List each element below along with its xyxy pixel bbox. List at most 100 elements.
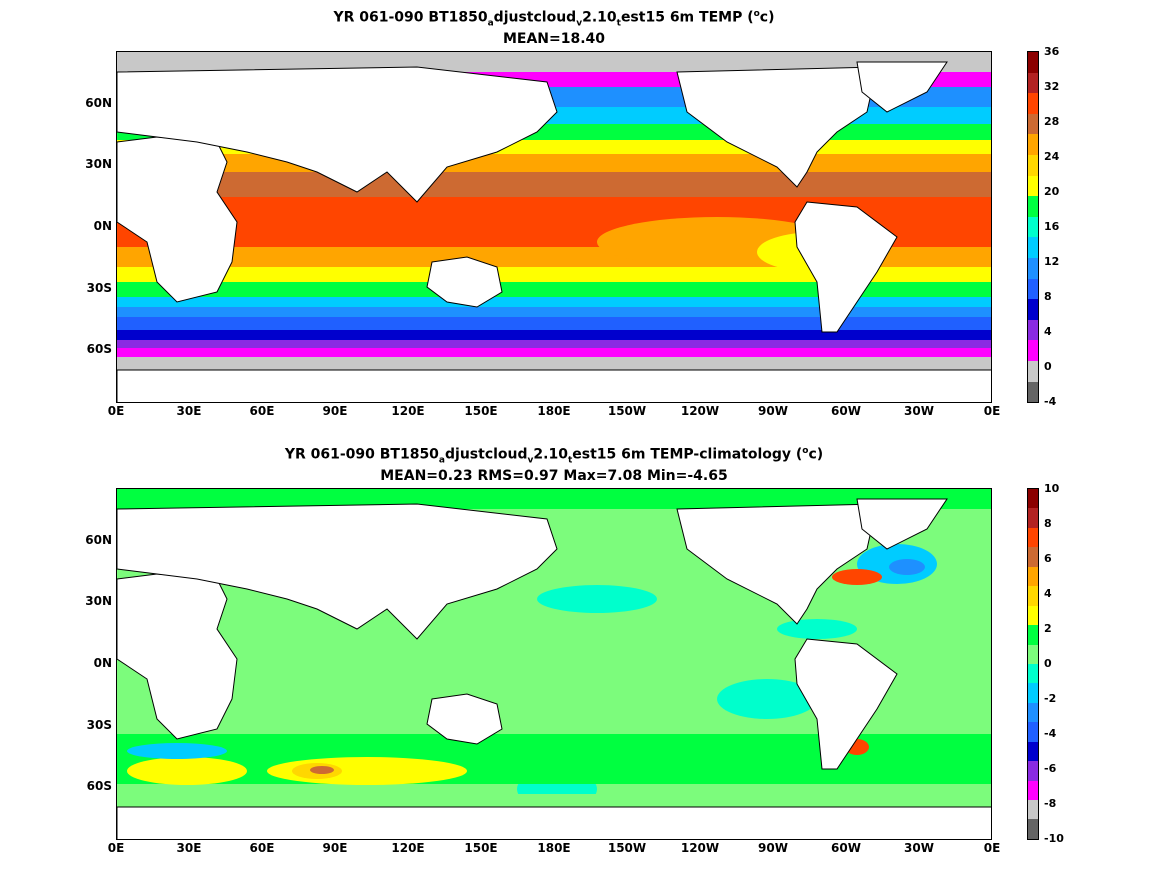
bottom-lon-label: 90E xyxy=(322,841,348,855)
top-colorbar-segment xyxy=(1028,216,1038,238)
bottom-colorbar-tick: -4 xyxy=(1044,727,1057,740)
top-lat-30s: 30S xyxy=(86,281,112,295)
top-lat-60s: 60S xyxy=(86,342,112,356)
bottom-colorbar-segment xyxy=(1028,566,1038,587)
bottom-subtitle: MEAN=0.23 RMS=0.97 Max=7.08 Min=-4.65 xyxy=(380,468,728,484)
top-colorbar-segment xyxy=(1028,319,1038,341)
top-colorbar-segment xyxy=(1028,72,1038,94)
bottom-colorbar-segment xyxy=(1028,800,1038,820)
top-colorbar-tick: 12 xyxy=(1044,255,1060,268)
bottom-colorbar-segment xyxy=(1028,489,1038,509)
bottom-colorbar-segment xyxy=(1028,722,1038,742)
top-colorbar-tick: 4 xyxy=(1044,325,1052,338)
top-lon-label: 120W xyxy=(680,404,720,418)
top-lon-label: 150E xyxy=(464,404,498,418)
top-colorbar-tick: 8 xyxy=(1044,290,1052,303)
bottom-colorbar-segment xyxy=(1028,547,1038,567)
bottom-colorbar-tick: -2 xyxy=(1044,692,1057,705)
top-colorbar xyxy=(1027,51,1039,403)
bottom-colorbar-segment xyxy=(1028,702,1038,723)
top-colorbar-segment xyxy=(1028,154,1038,176)
top-colorbar-tick: 32 xyxy=(1044,80,1060,93)
top-colorbar-segment xyxy=(1028,175,1038,197)
top-temperature-map xyxy=(116,51,992,403)
top-lat-30n: 30N xyxy=(85,157,112,171)
top-subtitle: MEAN=18.40 xyxy=(502,31,606,47)
bottom-lon-label: 150W xyxy=(607,841,647,855)
top-colorbar-segment xyxy=(1028,237,1038,258)
top-lon-label: 180E xyxy=(537,404,571,418)
bottom-lat-30s: 30S xyxy=(86,718,112,732)
bottom-lon-label: 0E xyxy=(107,841,125,855)
top-colorbar-segment xyxy=(1028,113,1038,135)
bottom-colorbar-segment xyxy=(1028,527,1038,548)
bottom-colorbar-tick: -6 xyxy=(1044,762,1057,775)
top-lon-label: 30E xyxy=(176,404,202,418)
top-lon-label: 0E xyxy=(983,404,1001,418)
top-colorbar-segment xyxy=(1028,196,1038,217)
bottom-colorbar-tick: -10 xyxy=(1044,832,1064,845)
bottom-colorbar-segment xyxy=(1028,741,1038,762)
bottom-colorbar-segment xyxy=(1028,605,1038,626)
top-colorbar-segment xyxy=(1028,340,1038,361)
bottom-colorbar-tick: 4 xyxy=(1044,587,1052,600)
top-lat-0n: 0N xyxy=(93,219,112,233)
bottom-colorbar-segment xyxy=(1028,586,1038,606)
bottom-lon-label: 60E xyxy=(249,841,275,855)
bottom-lon-label: 120W xyxy=(680,841,720,855)
top-lon-label: 0E xyxy=(107,404,125,418)
bottom-colorbar xyxy=(1027,488,1039,840)
bottom-lon-label: 30E xyxy=(176,841,202,855)
top-colorbar-tick: 0 xyxy=(1044,360,1052,373)
bottom-lon-label: 60W xyxy=(831,841,861,855)
bottom-lon-label: 180E xyxy=(537,841,571,855)
top-colorbar-tick: 20 xyxy=(1044,185,1060,198)
bottom-colorbar-tick: 10 xyxy=(1044,482,1060,495)
bottom-colorbar-segment xyxy=(1028,819,1038,839)
bottom-colorbar-segment xyxy=(1028,625,1038,645)
bottom-colorbar-segment xyxy=(1028,508,1038,528)
top-colorbar-segment xyxy=(1028,93,1038,114)
top-colorbar-segment xyxy=(1028,299,1038,320)
bottom-colorbar-segment xyxy=(1028,683,1038,703)
bottom-lat-30n: 30N xyxy=(85,594,112,608)
top-colorbar-tick: 36 xyxy=(1044,45,1060,58)
top-lon-label: 150W xyxy=(607,404,647,418)
bottom-colorbar-tick: -8 xyxy=(1044,797,1057,810)
bottom-lon-label: 30W xyxy=(904,841,934,855)
bottom-anomaly-map xyxy=(116,488,992,840)
top-colorbar-segment xyxy=(1028,360,1038,382)
top-colorbar-segment xyxy=(1028,381,1038,403)
bottom-colorbar-segment xyxy=(1028,644,1038,664)
bottom-lat-60n: 60N xyxy=(85,533,112,547)
top-lon-label: 120E xyxy=(391,404,425,418)
bottom-lat-60s: 60S xyxy=(86,779,112,793)
top-colorbar-tick: 24 xyxy=(1044,150,1060,163)
bottom-lon-label: 90W xyxy=(758,841,788,855)
top-colorbar-segment xyxy=(1028,278,1038,300)
bottom-colorbar-segment xyxy=(1028,761,1038,781)
bottom-colorbar-tick: 8 xyxy=(1044,517,1052,530)
top-colorbar-segment xyxy=(1028,257,1038,279)
bottom-lon-label: 120E xyxy=(391,841,425,855)
bottom-colorbar-segment xyxy=(1028,780,1038,800)
bottom-lon-label: 150E xyxy=(464,841,498,855)
bottom-colorbar-segment xyxy=(1028,663,1038,684)
bottom-colorbar-tick: 6 xyxy=(1044,552,1052,565)
top-lat-60n: 60N xyxy=(85,96,112,110)
bottom-colorbar-tick: 2 xyxy=(1044,622,1052,635)
top-lon-label: 60E xyxy=(249,404,275,418)
top-colorbar-segment xyxy=(1028,134,1038,155)
bottom-title: YR 061-090 BT1850adjustcloudv2.10test15 … xyxy=(284,446,824,466)
top-lon-label: 60W xyxy=(831,404,861,418)
top-lon-label: 90W xyxy=(758,404,788,418)
top-colorbar-segment xyxy=(1028,52,1038,73)
top-colorbar-tick: 28 xyxy=(1044,115,1060,128)
top-lon-label: 30W xyxy=(904,404,934,418)
bottom-lon-label: 0E xyxy=(983,841,1001,855)
top-colorbar-tick: -4 xyxy=(1044,395,1057,408)
top-title: YR 061-090 BT1850adjustcloudv2.10test15 … xyxy=(333,9,775,29)
top-colorbar-tick: 16 xyxy=(1044,220,1060,233)
top-lon-label: 90E xyxy=(322,404,348,418)
bottom-colorbar-tick: 0 xyxy=(1044,657,1052,670)
